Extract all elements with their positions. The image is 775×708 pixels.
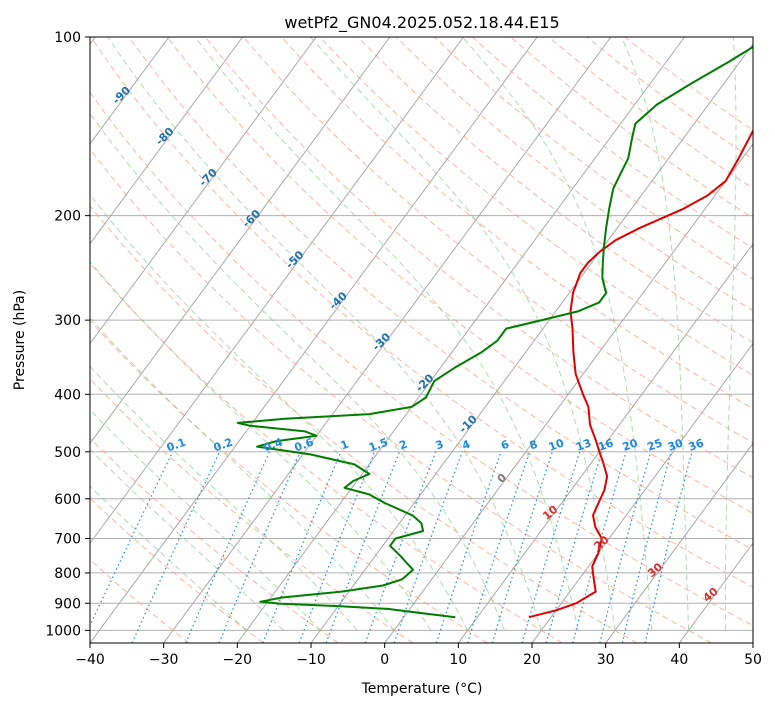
mixing-ratio-line bbox=[131, 451, 221, 643]
x-axis-label: Temperature (°C) bbox=[361, 681, 483, 697]
moist-adiabat bbox=[90, 260, 432, 631]
isotherm-line bbox=[236, 37, 685, 643]
dry-adiabat bbox=[90, 205, 638, 643]
series-layer bbox=[236, 45, 753, 619]
dry-adiabat bbox=[90, 497, 264, 643]
moist-adiabat bbox=[194, 37, 579, 631]
x-tick-label: −10 bbox=[296, 652, 326, 668]
moist-adiabat bbox=[724, 37, 737, 631]
mixing-ratio-label: 6 bbox=[499, 438, 511, 453]
dry-adiabat bbox=[243, 37, 753, 444]
moist-adiabat bbox=[90, 485, 247, 631]
dry-adiabat bbox=[128, 37, 753, 551]
mixing-ratio-label: 0.4 bbox=[262, 436, 285, 455]
y-tick-label: 500 bbox=[54, 445, 81, 461]
moist-adiabat bbox=[90, 448, 284, 631]
dry-adiabat bbox=[319, 37, 753, 376]
mixing-ratio-line bbox=[325, 451, 401, 643]
dry-adiabat bbox=[166, 37, 753, 514]
x-tick-label: 40 bbox=[670, 652, 688, 668]
grid-layer bbox=[90, 37, 753, 643]
y-axis-label: Pressure (hPa) bbox=[12, 290, 28, 390]
mixing-ratio-label: 8 bbox=[528, 438, 540, 453]
isotherm-line bbox=[90, 37, 464, 545]
isotherm-line bbox=[163, 37, 612, 643]
dry-adiabat bbox=[586, 37, 753, 160]
x-tick-label: 10 bbox=[449, 652, 467, 668]
mixing-ratio-label: 3 bbox=[434, 438, 446, 453]
isotherm-line bbox=[457, 242, 753, 643]
y-tick-label: 800 bbox=[54, 566, 81, 582]
chart-title: wetPf2_GN04.2025.052.18.44.E15 bbox=[284, 13, 559, 33]
moist-adiabat bbox=[90, 112, 505, 631]
y-tick-label: 700 bbox=[54, 532, 81, 548]
mixing-ratio-label: 25 bbox=[645, 436, 664, 453]
mixing-ratio-label: 0.6 bbox=[293, 436, 316, 455]
x-tick-label: 50 bbox=[744, 652, 762, 668]
mixing-ratio-line bbox=[435, 451, 502, 643]
y-tick-label: 600 bbox=[54, 492, 81, 508]
y-tick-label: 300 bbox=[54, 313, 81, 329]
x-tick-label: −30 bbox=[149, 652, 179, 668]
mixing-ratio-label: 13 bbox=[574, 436, 593, 453]
y-axis: 100 200 300 400 500 600 700 800 900 1000 bbox=[45, 30, 90, 639]
moist-adiabat bbox=[310, 37, 616, 631]
dry-adiabat bbox=[90, 148, 712, 643]
isotherm-line bbox=[90, 37, 170, 145]
x-tick-label: 0 bbox=[380, 652, 389, 668]
isotherm-line bbox=[605, 442, 753, 643]
dry-adiabat bbox=[90, 37, 753, 588]
mixing-ratio-label: 10 bbox=[547, 436, 566, 454]
mixing-ratio-line bbox=[466, 451, 531, 643]
y-tick-label: 200 bbox=[54, 209, 81, 225]
moist-adiabat bbox=[621, 37, 690, 631]
isotherm-line bbox=[90, 37, 243, 245]
dry-adiabat bbox=[548, 37, 753, 189]
mixing-ratio-line bbox=[298, 451, 376, 643]
mixing-ratio-line bbox=[491, 451, 553, 643]
plot-frame bbox=[89, 36, 754, 644]
dry-adiabat bbox=[395, 37, 753, 312]
isotherm-line bbox=[531, 342, 753, 643]
isotherm-line bbox=[90, 37, 391, 445]
mixing-ratio-label: 1 bbox=[339, 438, 351, 453]
x-tick-label: 30 bbox=[597, 652, 615, 668]
y-tick-label: 400 bbox=[54, 387, 81, 403]
mixing-ratio-label: 2 bbox=[397, 438, 409, 453]
mixing-ratio-label: 0.2 bbox=[212, 436, 235, 455]
mixing-ratio-label: 36 bbox=[687, 436, 706, 454]
dry-adiabat bbox=[90, 262, 563, 643]
x-axis: −40 −30 −20 −10 0 10 20 30 40 50 bbox=[75, 643, 762, 668]
mixing-ratio-line bbox=[90, 451, 174, 627]
y-tick-label: 100 bbox=[54, 30, 81, 46]
plot-area bbox=[90, 37, 753, 643]
isotherm-line bbox=[384, 143, 753, 643]
mixing-ratio-label: 1.5 bbox=[367, 436, 390, 455]
moist-adiabat bbox=[90, 409, 321, 631]
x-tick-label: 20 bbox=[523, 652, 541, 668]
dry-adiabat bbox=[205, 37, 753, 479]
x-tick-label: −40 bbox=[75, 652, 105, 668]
mixing-ratio-label: 16 bbox=[596, 436, 615, 454]
isotherm-line bbox=[90, 37, 538, 643]
mixing-ratio-label: 4 bbox=[460, 438, 472, 453]
sounding-profile bbox=[528, 128, 753, 619]
y-tick-label: 900 bbox=[54, 596, 81, 612]
mixing-ratio-label: 30 bbox=[666, 436, 685, 454]
x-tick-label: −20 bbox=[223, 652, 253, 668]
sounding-profile bbox=[236, 45, 753, 619]
moist-adiabat bbox=[107, 37, 542, 631]
mixing-ratio-label: 20 bbox=[621, 436, 640, 454]
isotherm-line bbox=[310, 43, 753, 643]
mixing-ratio-line bbox=[521, 451, 581, 643]
y-tick-label: 1000 bbox=[45, 623, 81, 639]
isotherm-line bbox=[90, 37, 317, 345]
mixing-ratio-label: 0.1 bbox=[165, 436, 188, 455]
dry-adiabat bbox=[357, 37, 753, 344]
mixing-ratio-line bbox=[545, 451, 603, 643]
